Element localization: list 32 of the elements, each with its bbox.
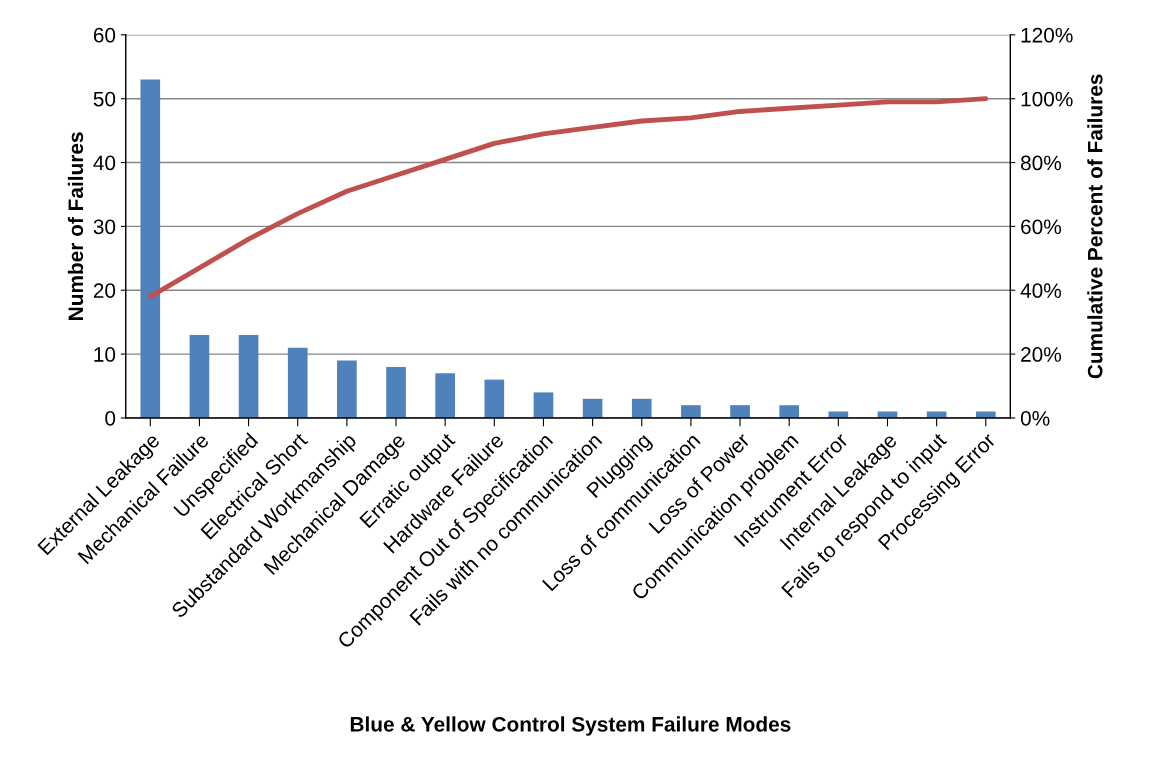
bar	[337, 360, 357, 418]
y-tick-label: 40	[93, 155, 116, 171]
y-tick-label: 30	[93, 219, 116, 235]
bar	[779, 405, 800, 418]
y-axis-title: Number of Failures	[67, 132, 84, 320]
y-tick-label: 10	[94, 347, 116, 362]
y2-tick-label: 40%	[1020, 283, 1062, 298]
bar	[484, 379, 505, 418]
y2-tick-label: 100%	[1021, 91, 1073, 107]
bar	[730, 405, 750, 418]
bar	[631, 398, 652, 418]
y2-tick-label: 0%	[1020, 410, 1050, 426]
bar	[189, 334, 210, 418]
bar	[435, 373, 455, 418]
y2-tick-label: 20%	[1021, 347, 1062, 362]
bar	[582, 398, 603, 418]
x-axis-title: Blue & Yellow Control System Failure Modes	[350, 716, 791, 736]
y-tick-label: 50	[93, 91, 116, 107]
y2-tick-label: 80%	[1020, 155, 1062, 171]
bar	[140, 79, 161, 418]
y-tick-label: 20	[93, 283, 116, 298]
bar	[681, 405, 701, 418]
bar	[287, 347, 308, 418]
y-tick-label: 60	[93, 27, 116, 43]
y-tick-label: 0	[105, 410, 116, 426]
line-series	[147, 96, 989, 300]
bar	[238, 334, 259, 418]
bar	[386, 366, 406, 418]
y2-tick-label: 120%	[1021, 27, 1073, 43]
bar	[533, 392, 554, 418]
y2-tick-label: 60%	[1021, 219, 1062, 235]
y2-axis-title: Cumulative Percent of Failures	[1087, 74, 1103, 379]
